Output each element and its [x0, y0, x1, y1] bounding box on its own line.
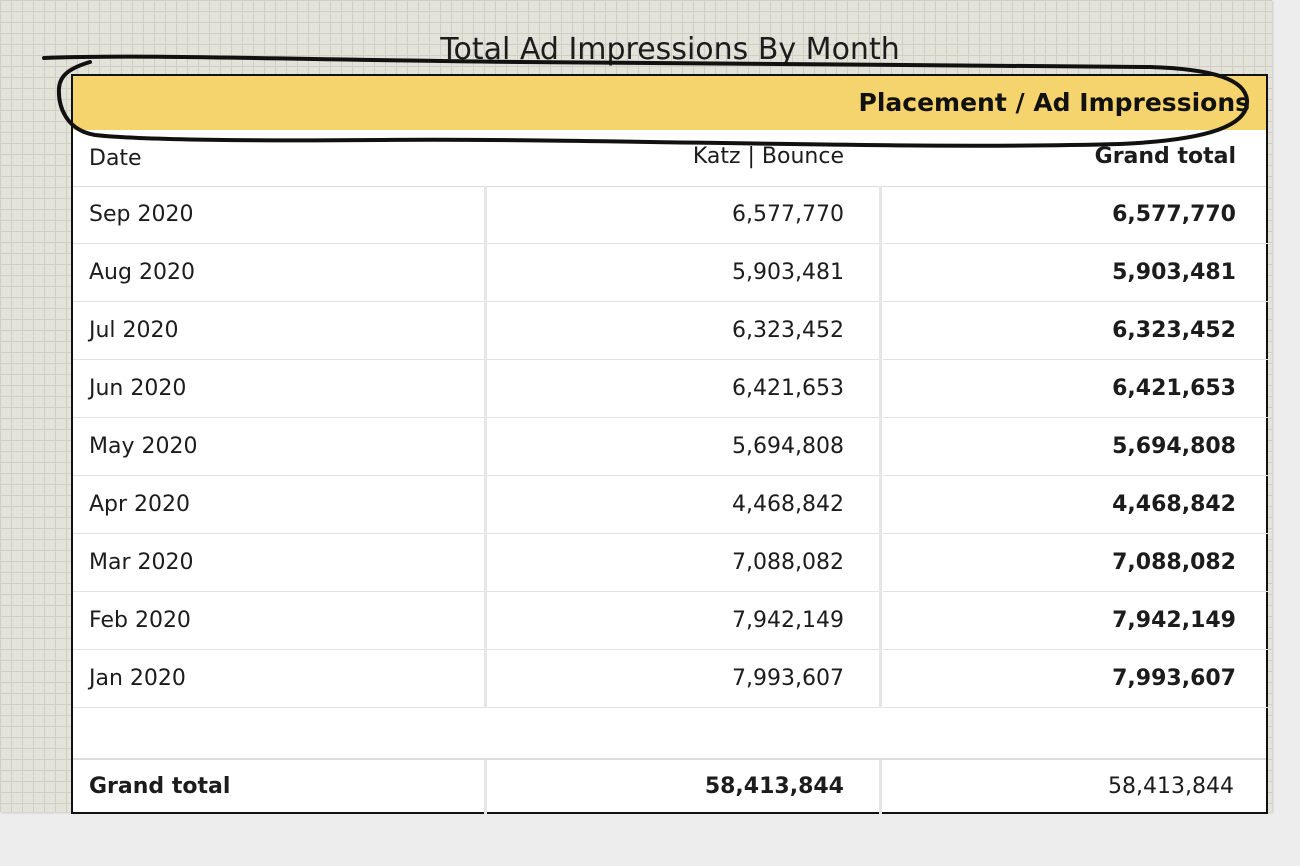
table-row: Feb 2020 7,942,149 7,942,149 [73, 592, 1268, 650]
row-date: May 2020 [89, 434, 198, 459]
row-date: Feb 2020 [89, 608, 191, 633]
table-body: Sep 2020 6,577,770 6,577,770 Aug 2020 5,… [73, 186, 1268, 708]
report-title: Total Ad Impressions By Month [440, 32, 900, 67]
row-placement-value: 5,903,481 [732, 260, 844, 285]
row-grand-total: 5,694,808 [1112, 434, 1236, 459]
row-placement-value: 7,942,149 [732, 608, 844, 633]
row-placement-value: 7,993,607 [732, 666, 844, 691]
row-placement-value: 6,323,452 [732, 318, 844, 343]
row-placement-value: 5,694,808 [732, 434, 844, 459]
row-placement-value: 4,468,842 [732, 492, 844, 517]
row-placement-value: 6,577,770 [732, 202, 844, 227]
table-row: May 2020 5,694,808 5,694,808 [73, 418, 1268, 476]
row-date: Mar 2020 [89, 550, 194, 575]
row-date: Jul 2020 [89, 318, 179, 343]
column-header-placement[interactable]: Katz | Bounce [692, 144, 844, 169]
table-row: Apr 2020 4,468,842 4,468,842 [73, 476, 1268, 534]
table-row: Jul 2020 6,323,452 6,323,452 [73, 302, 1268, 360]
table-row: Aug 2020 5,903,481 5,903,481 [73, 244, 1268, 302]
pivot-table: Placement / Ad Impressions Date Katz | B… [71, 74, 1268, 814]
row-grand-total: 5,903,481 [1112, 260, 1236, 285]
table-row: Jan 2020 7,993,607 7,993,607 [73, 650, 1268, 708]
row-grand-total: 6,421,653 [1112, 376, 1236, 401]
row-grand-total: 7,088,082 [1112, 550, 1236, 575]
column-header-row: Date Katz | Bounce Grand total [73, 130, 1266, 187]
row-date: Aug 2020 [89, 260, 195, 285]
grand-total-value: 58,413,844 [1108, 774, 1234, 799]
table-row: Mar 2020 7,088,082 7,088,082 [73, 534, 1268, 592]
row-grand-total: 7,993,607 [1112, 666, 1236, 691]
dimension-header-band: Placement / Ad Impressions [73, 76, 1266, 130]
column-divider [879, 186, 882, 708]
row-date: Sep 2020 [89, 202, 194, 227]
table-row: Jun 2020 6,421,653 6,421,653 [73, 360, 1268, 418]
row-date: Jan 2020 [89, 666, 186, 691]
column-header-date[interactable]: Date [89, 146, 142, 171]
row-date: Apr 2020 [89, 492, 191, 517]
row-placement-value: 7,088,082 [732, 550, 844, 575]
row-date: Jun 2020 [89, 376, 187, 401]
table-row: Sep 2020 6,577,770 6,577,770 [73, 186, 1268, 244]
dimension-header-label: Placement / Ad Impressions [858, 88, 1251, 117]
row-grand-total: 7,942,149 [1112, 608, 1236, 633]
row-placement-value: 6,421,653 [732, 376, 844, 401]
row-grand-total: 4,468,842 [1112, 492, 1236, 517]
column-header-grand-total[interactable]: Grand total [1094, 144, 1236, 169]
row-grand-total: 6,577,770 [1112, 202, 1236, 227]
row-grand-total: 6,323,452 [1112, 318, 1236, 343]
grand-total-placement-value: 58,413,844 [704, 774, 844, 799]
column-divider [484, 758, 487, 814]
column-divider [879, 758, 882, 814]
column-divider [484, 186, 487, 708]
grand-total-row: Grand total 58,413,844 58,413,844 [73, 758, 1266, 816]
grand-total-label: Grand total [89, 774, 231, 799]
